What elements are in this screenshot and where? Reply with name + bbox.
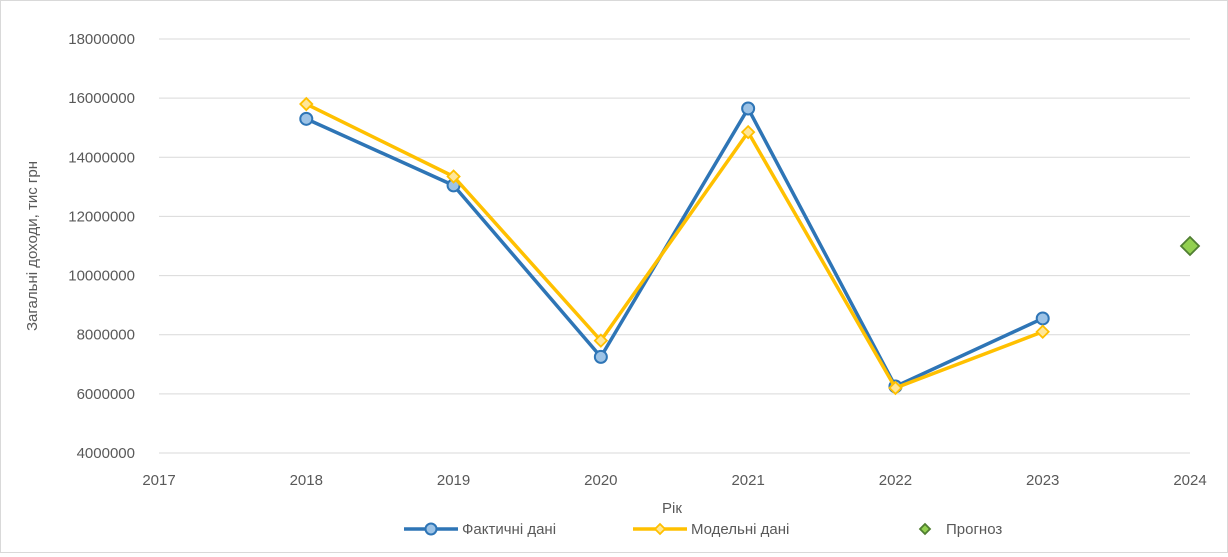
x-tick-label: 2024: [1173, 472, 1206, 489]
x-tick-label: 2017: [142, 472, 175, 489]
series-1: [299, 101, 1050, 394]
y-tick-label: 4000000: [77, 445, 135, 462]
series-2: [299, 96, 1050, 396]
data-point: [741, 101, 756, 116]
x-tick-label: 2022: [879, 472, 912, 489]
legend-label: Фактичні дані: [462, 521, 556, 538]
legend-label: Модельні дані: [691, 521, 789, 538]
y-tick-label: 10000000: [68, 268, 135, 285]
x-axis-ticks: 2017 2018 2019 2020 2021 2022 2023 2024: [142, 472, 1206, 489]
data-point: [1035, 311, 1050, 326]
legend-label: Прогноз: [946, 521, 1002, 538]
legend-item: Фактичні дані: [404, 521, 556, 538]
y-axis-ticks: 4000000 6000000 8000000 10000000 12000000 140…: [68, 31, 135, 462]
data-point: [593, 349, 608, 364]
x-tick-label: 2019: [437, 472, 470, 489]
data-point: [299, 111, 314, 126]
y-tick-label: 8000000: [77, 327, 135, 344]
legend-item: Прогноз: [918, 521, 1002, 538]
gridlines: [159, 38, 1190, 454]
x-tick-label: 2018: [290, 472, 323, 489]
y-tick-label: 12000000: [68, 208, 135, 225]
data-point: [1035, 324, 1050, 340]
y-tick-label: 6000000: [77, 386, 135, 403]
x-tick-label: 2023: [1026, 472, 1059, 489]
series-3: [1179, 235, 1201, 257]
legend-swatch-marker: [653, 522, 667, 536]
data-point: [888, 380, 903, 396]
y-tick-label: 18000000: [68, 31, 135, 48]
x-tick-label: 2020: [584, 472, 617, 489]
legend: Фактичні дані Модельні дані Прогноз: [404, 521, 1002, 538]
data-point: [299, 96, 314, 112]
data-point: [446, 169, 461, 184]
legend-item: Модельні дані: [633, 521, 789, 538]
y-axis-title: Загальні доходи, тис грн: [24, 161, 41, 331]
y-tick-label: 16000000: [68, 90, 135, 107]
x-tick-label: 2021: [731, 472, 764, 489]
data-point: [593, 333, 609, 348]
x-axis-title: Рік: [662, 500, 682, 517]
series-layer: [299, 96, 1201, 396]
y-tick-label: 14000000: [68, 149, 135, 166]
data-point: [1179, 235, 1201, 257]
data-point: [740, 124, 756, 140]
legend-swatch-marker: [918, 522, 932, 536]
legend-swatch-marker: [424, 522, 438, 536]
series-line: [305, 106, 1044, 389]
series-line: [305, 102, 1044, 390]
